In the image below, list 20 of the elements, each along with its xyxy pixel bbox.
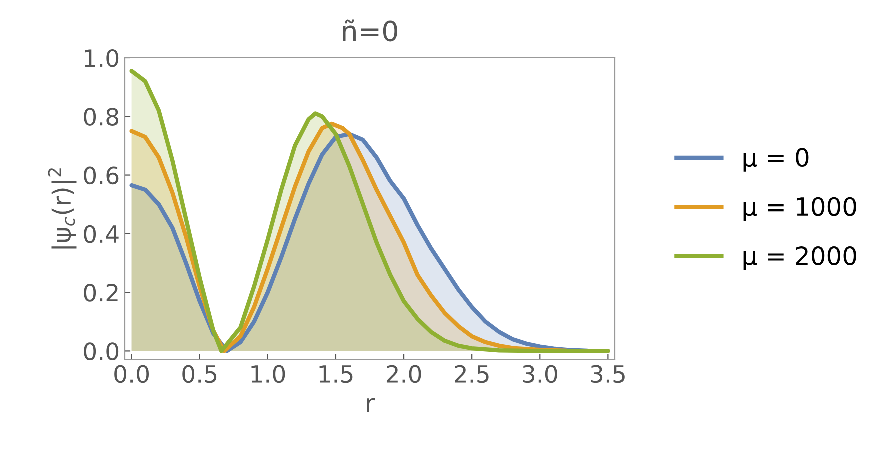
legend-label: μ = 1000 xyxy=(744,197,856,222)
x-tick-label: 1.0 xyxy=(252,365,286,384)
chart-title: ñ=0 xyxy=(343,20,398,42)
y-tick-label: 1.0 xyxy=(85,49,119,68)
x-tick-label: 0.0 xyxy=(114,365,150,384)
x-tick-label: 1.5 xyxy=(320,366,353,384)
x-axis-title: r xyxy=(367,398,376,412)
legend-label: μ = 0 xyxy=(744,148,809,172)
x-tick-label: 2.0 xyxy=(386,365,422,384)
legend-label: μ = 2000 xyxy=(744,246,856,270)
y-tick-label: 0.0 xyxy=(84,342,119,361)
y-tick-label: 0.2 xyxy=(84,284,118,302)
y-tick-label: 0.8 xyxy=(84,108,119,126)
y-tick-label: 0.4 xyxy=(84,225,119,244)
y-axis-title: |ψ$_{c}$(r)|$^{2}$ xyxy=(48,168,77,249)
x-tick-label: 3.0 xyxy=(523,365,558,384)
x-tick-label: 3.5 xyxy=(591,365,625,384)
x-tick-label: 2.5 xyxy=(455,365,489,384)
y-tick-label: 0.6 xyxy=(84,166,119,185)
x-tick-label: 0.5 xyxy=(182,365,217,384)
